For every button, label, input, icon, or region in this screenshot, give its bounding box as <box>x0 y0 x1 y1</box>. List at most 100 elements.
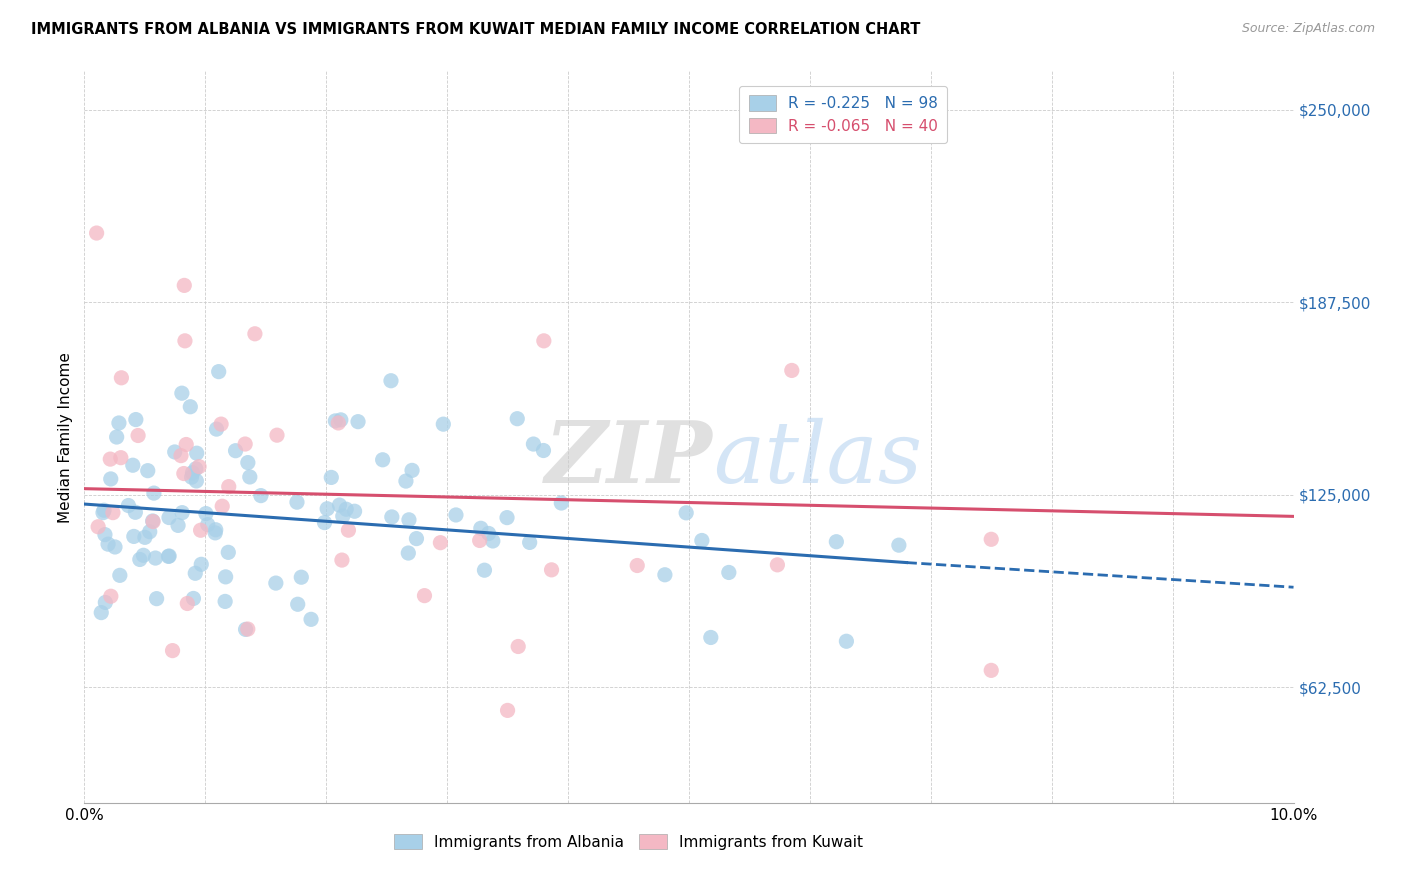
Point <box>108 416 131 430</box>
Point <box>214 570 236 584</box>
Point <box>478 526 501 541</box>
Point <box>328 498 350 512</box>
Point <box>176 597 198 611</box>
Point <box>287 597 309 611</box>
Point <box>91 506 114 520</box>
Point <box>190 558 212 572</box>
Point <box>236 456 259 470</box>
Point <box>209 417 232 431</box>
Point <box>94 595 117 609</box>
Point <box>98 452 121 467</box>
Point <box>347 415 370 429</box>
Point <box>314 516 336 530</box>
Point <box>690 533 713 548</box>
Point <box>122 529 145 543</box>
Point <box>285 495 308 509</box>
Point <box>444 508 467 522</box>
Point <box>204 523 226 537</box>
Point <box>780 363 803 377</box>
Point <box>316 501 339 516</box>
Point <box>533 334 555 348</box>
Point <box>184 462 207 476</box>
Point <box>343 504 366 518</box>
Point <box>233 437 256 451</box>
Point <box>332 509 354 524</box>
Point <box>835 634 858 648</box>
Point <box>101 506 124 520</box>
Point <box>173 278 195 293</box>
Point <box>86 226 108 240</box>
Legend: Immigrants from Albania, Immigrants from Kuwait: Immigrants from Albania, Immigrants from… <box>387 826 870 857</box>
Point <box>110 371 132 385</box>
Point <box>104 540 127 554</box>
Point <box>208 365 231 379</box>
Point <box>235 623 257 637</box>
Point <box>264 576 287 591</box>
Point <box>170 449 193 463</box>
Point <box>117 499 139 513</box>
Point <box>157 549 180 563</box>
Text: atlas: atlas <box>713 417 922 500</box>
Point <box>321 470 343 484</box>
Point <box>170 386 193 401</box>
Point <box>496 703 519 717</box>
Point <box>167 518 190 533</box>
Point <box>100 472 122 486</box>
Point <box>337 523 360 537</box>
Point <box>172 506 194 520</box>
Point <box>550 496 572 510</box>
Point <box>90 606 112 620</box>
Point <box>186 446 208 460</box>
Point <box>371 452 394 467</box>
Point <box>328 416 350 430</box>
Point <box>508 640 530 654</box>
Point <box>290 570 312 584</box>
Point <box>87 520 110 534</box>
Point <box>217 545 239 559</box>
Point <box>506 411 529 425</box>
Point <box>239 470 262 484</box>
Point <box>429 535 451 549</box>
Point <box>236 622 259 636</box>
Point <box>93 503 115 517</box>
Point <box>179 400 201 414</box>
Point <box>162 643 184 657</box>
Point <box>190 523 212 537</box>
Point <box>766 558 789 572</box>
Point <box>174 437 197 451</box>
Point <box>108 568 131 582</box>
Point <box>396 546 419 560</box>
Point <box>980 533 1002 547</box>
Point <box>250 489 273 503</box>
Point <box>381 510 404 524</box>
Point <box>132 549 155 563</box>
Point <box>174 334 197 348</box>
Point <box>325 414 347 428</box>
Point <box>100 589 122 603</box>
Point <box>142 486 165 500</box>
Point <box>128 552 150 566</box>
Point <box>142 515 165 529</box>
Point <box>142 514 165 528</box>
Point <box>626 558 648 573</box>
Point <box>94 527 117 541</box>
Point <box>214 594 236 608</box>
Point <box>654 567 676 582</box>
Point <box>266 428 288 442</box>
Point <box>136 464 159 478</box>
Point <box>145 591 167 606</box>
Point <box>468 533 491 548</box>
Point <box>157 510 180 524</box>
Point <box>218 480 240 494</box>
Point <box>496 510 519 524</box>
Point <box>197 517 219 532</box>
Point <box>205 422 228 436</box>
Point <box>124 505 146 519</box>
Point <box>330 553 353 567</box>
Point <box>533 443 555 458</box>
Point <box>194 507 217 521</box>
Point <box>335 502 357 516</box>
Text: IMMIGRANTS FROM ALBANIA VS IMMIGRANTS FROM KUWAIT MEDIAN FAMILY INCOME CORRELATI: IMMIGRANTS FROM ALBANIA VS IMMIGRANTS FR… <box>31 22 921 37</box>
Point <box>110 450 132 465</box>
Point <box>380 374 402 388</box>
